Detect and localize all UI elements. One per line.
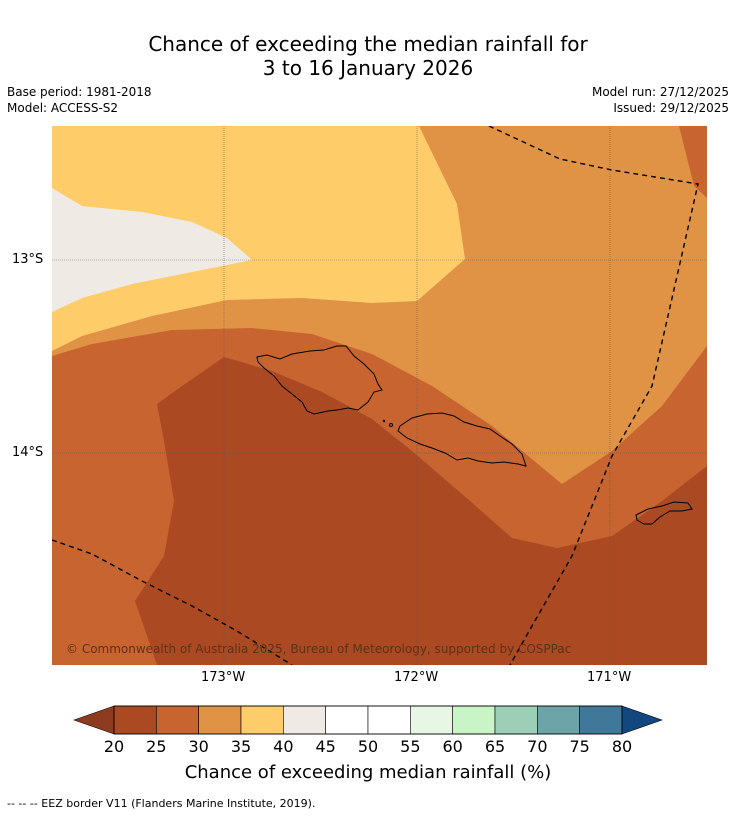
- lat-label-13s: 13°S: [12, 252, 44, 267]
- lat-label-14s: 14°S: [12, 445, 44, 460]
- colorbar-tick-label: 20: [103, 737, 125, 756]
- colorbar-over-arrow: [621, 705, 663, 735]
- model-run-text: Model run: 27/12/2025: [591, 85, 729, 99]
- colorbar-tick-label: 55: [400, 737, 421, 756]
- colorbar-bin: [240, 705, 284, 735]
- model-text: Model: ACCESS-S2: [7, 101, 119, 115]
- colorbar-tick-label: 25: [146, 737, 167, 756]
- colorbar-bin: [156, 705, 199, 735]
- region-20-25: [135, 357, 707, 665]
- colorbar-bin: [452, 705, 496, 735]
- colorbar-bin: [113, 705, 157, 735]
- lon-label-172w: 172°W: [394, 670, 439, 685]
- lon-label-171w: 171°W: [587, 670, 632, 685]
- rainfall-map: © Commonwealth of Australia 2025, Bureau…: [52, 126, 707, 665]
- colorbar-tick-label: 60: [442, 737, 463, 756]
- colorbar-tick-label: 30: [188, 737, 209, 756]
- colorbar-title: Chance of exceeding median rainfall (%): [184, 762, 552, 783]
- issued-text: Issued: 29/12/2025: [613, 101, 729, 115]
- lon-label-173w: 173°W: [201, 670, 246, 685]
- colorbar-tick-label: 70: [527, 737, 548, 756]
- colorbar-bin: [283, 705, 326, 735]
- island-savaii: [256, 345, 383, 415]
- eez-border: [52, 126, 699, 665]
- colorbar-tick-label: 35: [230, 737, 252, 756]
- colorbar-bin: [367, 705, 411, 735]
- map-title-line2: 3 to 16 January 2026: [262, 56, 474, 80]
- eez-footnote: -- -- -- EEZ border V11 (Flanders Marine…: [7, 797, 316, 810]
- colorbar-bins: [113, 705, 623, 735]
- colorbar-tick-label: 50: [357, 737, 379, 756]
- island-upolu: [397, 412, 527, 467]
- map-canvas: © Commonwealth of Australia 2025, Bureau…: [52, 126, 707, 665]
- colorbar-bin: [537, 705, 580, 735]
- colorbar: [73, 705, 663, 735]
- copyright-text: © Commonwealth of Australia 2025, Bureau…: [66, 642, 571, 656]
- colorbar-bin: [410, 705, 453, 735]
- colorbar-bin: [198, 705, 242, 735]
- colorbar-tick-label: 75: [569, 737, 590, 756]
- colorbar-under-arrow: [73, 705, 115, 735]
- map-title-line1: Chance of exceeding the median rainfall …: [148, 32, 588, 56]
- colorbar-tick-label: 80: [611, 737, 633, 756]
- colorbar-tick-label: 65: [484, 737, 506, 756]
- colorbar-tick-label: 40: [273, 737, 294, 756]
- colorbar-bin: [494, 705, 538, 735]
- island-tutuila: [635, 501, 693, 525]
- colorbar-bin: [579, 705, 623, 735]
- colorbar-tick-label: 45: [315, 737, 336, 756]
- region-25-30-corner: [679, 126, 707, 198]
- colorbar-bin: [325, 705, 369, 735]
- region-45-55: [52, 188, 252, 312]
- region-35-40: [52, 126, 465, 351]
- base-period-text: Base period: 1981-2018: [7, 85, 152, 99]
